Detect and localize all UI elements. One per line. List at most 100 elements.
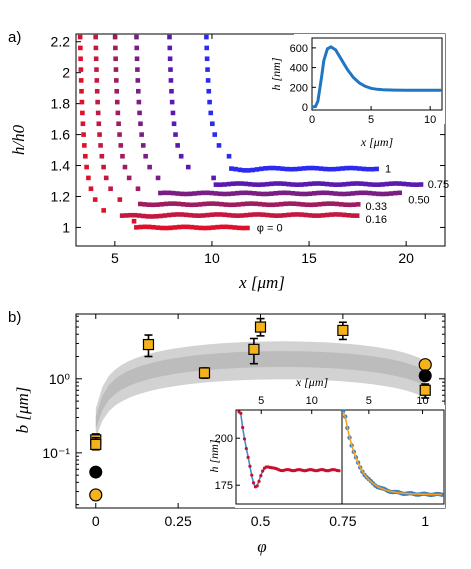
panel-a-marker bbox=[281, 181, 287, 187]
panel-b-plot: 10⁻¹ 10⁰ 0 0.25 0.5 0.75 1 φ b [μm] 175 200 5 10… bbox=[13, 313, 446, 556]
panel-a-marker bbox=[78, 78, 84, 83]
panel-a-marker bbox=[347, 202, 352, 208]
panel-a-marker bbox=[269, 181, 274, 187]
panel-a-marker bbox=[97, 132, 102, 137]
panel-a-marker bbox=[354, 213, 360, 218]
panel-a-series-5 bbox=[204, 34, 379, 173]
panel-a-marker bbox=[134, 34, 139, 40]
panel-a-marker bbox=[299, 191, 304, 197]
panel-b-inner-band bbox=[95, 351, 426, 430]
panel-a-inset-xtick: 10 bbox=[424, 114, 436, 126]
panel-a-marker bbox=[167, 201, 173, 206]
panel-a-marker bbox=[282, 212, 287, 218]
panel-a-marker bbox=[147, 164, 152, 170]
panel-a-marker bbox=[329, 212, 334, 217]
panel-a-marker bbox=[113, 67, 119, 72]
panel-a-ytick-label: 1.4 bbox=[51, 158, 71, 174]
panel-a-marker bbox=[169, 99, 175, 105]
panel-a-marker bbox=[141, 213, 146, 219]
panel-a-marker bbox=[171, 212, 176, 217]
panel-a-series-4 bbox=[167, 34, 424, 188]
panel-a-marker bbox=[296, 201, 301, 207]
panel-a-marker bbox=[343, 202, 348, 208]
panel-a-marker bbox=[348, 165, 354, 171]
panel-a-series-label: 0.50 bbox=[408, 194, 429, 206]
panel-a-marker bbox=[273, 213, 279, 218]
panel-a-marker bbox=[94, 78, 100, 83]
panel-a-marker bbox=[95, 110, 101, 116]
panel-a-marker bbox=[115, 110, 121, 116]
panel-b-square-point bbox=[337, 321, 349, 341]
panel-a-marker bbox=[173, 132, 178, 137]
panel-b-inset-ytick: 200 bbox=[215, 433, 233, 445]
panel-a-marker bbox=[290, 190, 296, 196]
panel-a-marker bbox=[333, 212, 339, 217]
panel-b-inset-right-fit bbox=[342, 411, 442, 496]
panel-a-marker bbox=[334, 201, 340, 207]
panel-b-inset-left-point bbox=[242, 437, 247, 441]
panel-b-label: b) bbox=[8, 309, 21, 326]
panel-a-marker bbox=[185, 224, 190, 230]
panel-a-marker bbox=[204, 34, 209, 40]
panel-b-square-point bbox=[198, 367, 211, 379]
panel-a-marker bbox=[327, 166, 332, 172]
panel-b-inset-left-point bbox=[246, 455, 250, 459]
panel-b-inset-xtick: 10 bbox=[306, 395, 318, 407]
panel-a-marker bbox=[279, 201, 284, 207]
panel-a-marker bbox=[354, 190, 360, 196]
panel-b-xlabel: φ bbox=[257, 537, 266, 556]
panel-a-marker bbox=[168, 67, 173, 72]
panel-a-marker bbox=[112, 34, 118, 40]
panel-a-series-label: 0.75 bbox=[428, 179, 449, 191]
panel-b-inset-left-point bbox=[241, 425, 245, 430]
panel-b-inset-left-point bbox=[261, 469, 265, 473]
panel-a-marker bbox=[131, 218, 137, 224]
panel-a-marker bbox=[253, 201, 258, 207]
panel-a-marker bbox=[79, 99, 85, 105]
panel-a-marker bbox=[401, 181, 407, 187]
panel-a-marker bbox=[215, 224, 220, 230]
panel-b-square-point bbox=[254, 317, 267, 337]
panel-a-marker bbox=[384, 181, 390, 187]
panel-a-marker bbox=[252, 182, 257, 187]
panel-a-marker bbox=[344, 165, 350, 171]
panel-a-xtick-label: 20 bbox=[398, 250, 414, 266]
panel-a-marker bbox=[210, 121, 215, 127]
panel-a-marker bbox=[333, 182, 338, 188]
panel-a-marker bbox=[101, 208, 106, 213]
panel-a-marker bbox=[303, 181, 308, 187]
panel-a-marker bbox=[313, 202, 318, 207]
panel-a-marker bbox=[183, 191, 189, 197]
panel-a-marker bbox=[88, 186, 94, 192]
panel-a-marker bbox=[95, 99, 100, 105]
panel-a-marker bbox=[163, 201, 169, 207]
panel-a-marker bbox=[244, 201, 250, 207]
panel-b-inset-left-point bbox=[259, 474, 263, 478]
panel-a-marker bbox=[236, 202, 241, 207]
panel-a-marker bbox=[206, 88, 212, 94]
panel-a-marker bbox=[175, 143, 180, 148]
panel-b-square-point bbox=[90, 436, 102, 451]
panel-a-marker bbox=[380, 191, 385, 197]
panel-a-marker bbox=[219, 224, 225, 230]
panel-a-marker bbox=[305, 165, 311, 171]
panel-a-inset-ytick: 600 bbox=[290, 43, 308, 55]
panel-a-marker bbox=[211, 175, 216, 181]
panel-a-marker bbox=[135, 186, 141, 192]
panel-a-marker bbox=[263, 166, 268, 171]
panel-a-marker bbox=[226, 181, 232, 187]
panel-a-marker bbox=[418, 182, 424, 187]
panel-a-marker bbox=[108, 186, 113, 192]
panel-b-inset-left-point bbox=[337, 469, 341, 473]
panel-a-marker bbox=[286, 190, 291, 196]
panel-a-marker bbox=[249, 201, 254, 206]
panel-a-marker bbox=[193, 225, 199, 230]
panel-a-ytick-label: 1 bbox=[62, 219, 70, 235]
panel-a-marker bbox=[227, 202, 233, 208]
panel-a-marker bbox=[205, 212, 210, 218]
panel-a-ytick-label: 2.2 bbox=[51, 34, 71, 50]
panel-a-series-label: 0.16 bbox=[366, 214, 387, 226]
panel-a-series-label: 1 bbox=[385, 164, 391, 176]
panel-a-marker bbox=[326, 201, 331, 206]
